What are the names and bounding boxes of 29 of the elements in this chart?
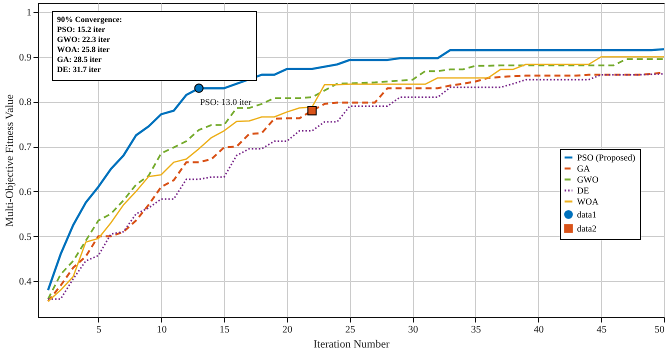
x-tick-label: 40: [534, 324, 544, 336]
x-tick-label: 50: [654, 324, 664, 336]
y-tick-label: 0.5: [19, 232, 32, 243]
y-tick-label: 0.9: [19, 52, 32, 64]
y-tick-label: 0.7: [19, 142, 32, 154]
legend-label: data1: [577, 210, 596, 220]
x-tick-label: 20: [282, 324, 292, 336]
x-tick-label: 35: [470, 324, 481, 336]
x-tick-label: 25: [345, 324, 356, 336]
text-box: 90% Convergence: PSO: 15.2 iter GWO: 22.3 iter WOA: 25.8 iter GA: 28.5 iter DE: 31.7 iter: [52, 11, 257, 81]
x-tick-label: 15: [220, 324, 230, 336]
annotation: PSO: 13.0 iter: [200, 97, 252, 107]
annotation: 90% Convergence: PSO: 15.2 iter GWO: 22.3 iter WOA: 25.8 iter GA: 28.5 iter DE: 31.7 iter: [57, 15, 124, 75]
y-tick-label: 0.8: [19, 97, 32, 108]
legend-label: GWO: [577, 174, 599, 184]
x-tick-label: 45: [596, 324, 607, 336]
y-tick-label: 0.4: [19, 276, 32, 288]
x-tick-label: 5: [96, 324, 102, 336]
x-tick-label: 30: [408, 324, 418, 336]
x-axis-title: Iteration Number: [313, 338, 390, 349]
legend-label: WOA: [577, 196, 599, 206]
legend-label: DE: [577, 186, 590, 196]
legend-label: data2: [577, 224, 596, 234]
legend-label: GA: [577, 164, 590, 174]
y-tick-label: 1: [26, 7, 32, 18]
y-tick-label: 0.6: [19, 186, 32, 198]
x-tick-label: 10: [156, 324, 167, 336]
y-axis-title: Multi-Objective Fitness Value: [4, 94, 16, 227]
legend-label: PSO (Proposed): [577, 152, 636, 162]
